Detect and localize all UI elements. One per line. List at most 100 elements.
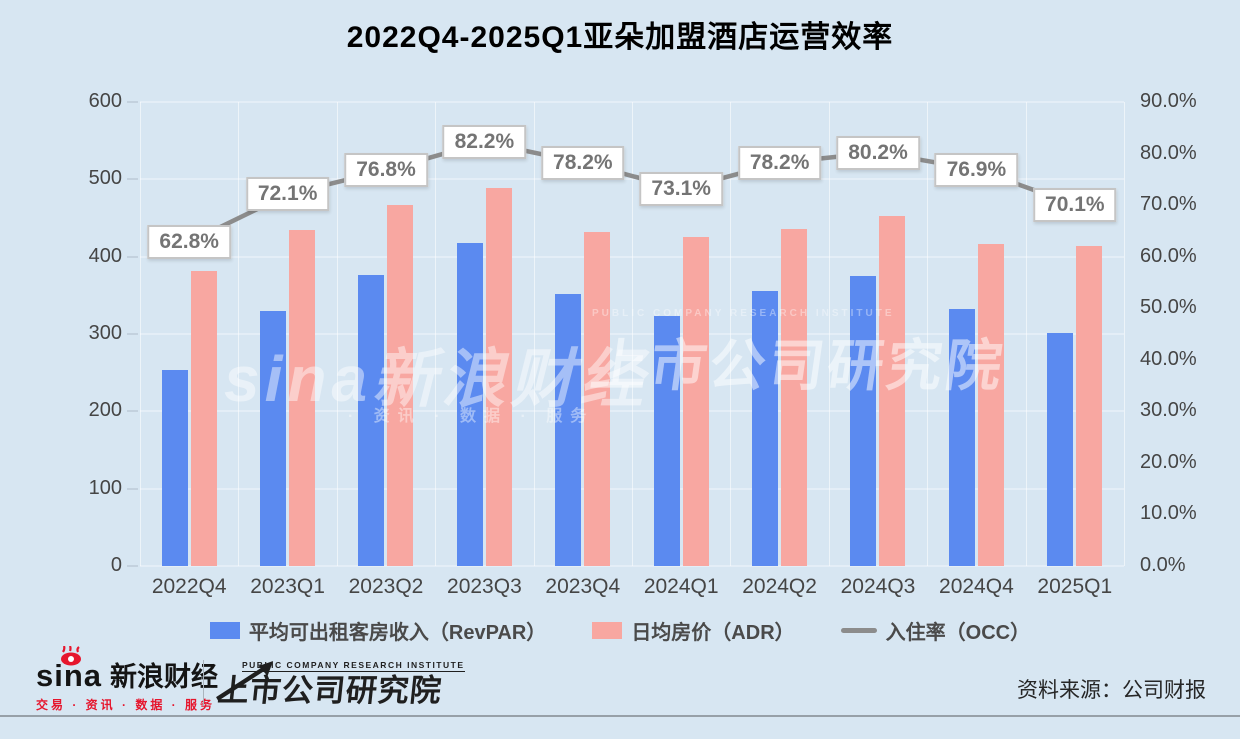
left-axis-tick xyxy=(127,333,138,335)
adr-bar xyxy=(289,229,316,566)
sina-finance-cn: 新浪财经 xyxy=(110,662,219,692)
bar-group xyxy=(238,102,336,566)
right-axis-tick-label: 50.0% xyxy=(1140,296,1197,319)
gridline-vertical xyxy=(435,102,437,566)
occ-point-label: 80.2% xyxy=(836,135,920,170)
gridline-vertical xyxy=(828,102,830,566)
revpar-bar xyxy=(948,309,975,566)
left-axis-tick xyxy=(127,178,138,181)
left-axis-tick-label: 100 xyxy=(88,476,122,499)
bar-group xyxy=(632,102,730,566)
sina-finance-logo: sina 新浪财经 交易 · 资讯 · 数据 · 服务 xyxy=(36,645,219,713)
left-axis-tick-label: 500 xyxy=(88,167,122,190)
x-axis-category-label: 2023Q4 xyxy=(545,575,621,598)
revpar-bar xyxy=(752,291,779,566)
sina-eye-icon xyxy=(58,645,84,671)
arrow-up-icon xyxy=(210,659,279,711)
institute-logo: PUBLIC COMPANY RESEARCH INSTITUTE 上市公司研究… xyxy=(216,655,466,709)
sina-tagline: 交易 · 资讯 · 数据 · 服务 xyxy=(36,698,215,712)
bar-group xyxy=(337,102,435,566)
x-axis-category-label: 2025Q1 xyxy=(1037,575,1113,598)
occ-point-label: 76.9% xyxy=(934,152,1019,187)
gridline-vertical xyxy=(238,102,240,566)
right-axis-tick-label: 20.0% xyxy=(1140,450,1197,473)
right-y-axis: 90.0% 80.0% 70.0% 60.0% 50.0% 40.0% 30.0% 20.0%… xyxy=(1140,90,1220,576)
right-axis-tick-label: 90.0% xyxy=(1140,90,1197,112)
left-axis-tick-label: 400 xyxy=(88,244,122,267)
right-axis-tick-label: 0.0% xyxy=(1140,554,1186,576)
footer: sina 新浪财经 交易 · 资讯 · 数据 · 服务 PUBLIC COMPA… xyxy=(0,645,1240,716)
gridline-vertical xyxy=(1025,102,1027,566)
bar-group xyxy=(435,102,533,566)
plot-area: sina新浪财经 · 资讯 · 数据 · 服务 PUBLIC COMPANY R… xyxy=(127,101,1125,567)
institute-name-en: PUBLIC COMPANY RESEARCH INSTITUTE xyxy=(242,660,465,672)
adr-swatch xyxy=(592,622,623,639)
occ-point-label: 76.8% xyxy=(344,153,428,188)
gridline-vertical xyxy=(533,102,535,566)
adr-bar xyxy=(1076,245,1103,566)
right-axis-tick-label: 80.0% xyxy=(1140,141,1197,164)
legend-label-revpar: 平均可出租客房收入（RevPAR） xyxy=(248,622,547,644)
x-axis-category-label: 2024Q2 xyxy=(742,575,817,598)
adr-bar xyxy=(781,228,808,566)
x-axis-category-label: 2024Q3 xyxy=(840,575,916,598)
x-axis-category-label: 2022Q4 xyxy=(151,575,227,598)
x-axis-category-label: 2024Q4 xyxy=(939,575,1014,598)
x-axis-category-label: 2023Q2 xyxy=(348,575,424,598)
left-axis-tick-label: 600 xyxy=(88,90,122,112)
occ-line xyxy=(186,139,1078,245)
occ-line-swatch xyxy=(840,628,877,633)
legend-item-adr: 日均房价（ADR） xyxy=(592,616,795,645)
occ-point-label: 70.1% xyxy=(1033,187,1117,222)
revpar-swatch xyxy=(209,622,240,639)
left-axis-tick xyxy=(127,255,138,258)
adr-bar xyxy=(682,236,709,566)
institute-name-cn: 上市公司研究院 xyxy=(216,661,466,709)
adr-bar xyxy=(190,271,217,566)
x-axis-category-label: 2023Q3 xyxy=(447,575,522,598)
revpar-bar xyxy=(653,316,680,566)
revpar-bar xyxy=(555,293,582,566)
adr-bar xyxy=(387,204,414,566)
gridline-vertical xyxy=(730,102,732,566)
adr-bar xyxy=(977,243,1004,566)
footer-rule xyxy=(0,715,1240,717)
right-axis-tick-label: 60.0% xyxy=(1140,244,1197,267)
gridline xyxy=(140,565,1124,567)
left-axis-tick xyxy=(127,487,138,490)
data-source-note: 资料来源：公司财报 xyxy=(1017,679,1206,702)
bar-group xyxy=(140,102,238,566)
gridline-vertical xyxy=(1124,102,1125,566)
right-axis-tick-label: 70.0% xyxy=(1140,193,1197,216)
adr-bar xyxy=(879,216,906,566)
revpar-bar xyxy=(456,242,483,566)
footer-divider xyxy=(203,660,204,706)
revpar-bar xyxy=(260,310,287,566)
right-axis-tick-label: 40.0% xyxy=(1140,347,1197,370)
occ-point-label: 82.2% xyxy=(442,125,527,160)
occ-point-label: 73.1% xyxy=(639,172,723,207)
left-y-axis: 600 500 400 300 200 100 0 xyxy=(56,90,122,576)
gridline-vertical xyxy=(927,102,929,566)
x-axis: 2022Q4 2023Q1 2023Q2 2023Q3 2023Q4 2024Q1 2024… xyxy=(140,575,1124,601)
right-axis-tick-label: 30.0% xyxy=(1140,399,1197,422)
revpar-bar xyxy=(358,275,385,566)
left-axis-tick xyxy=(127,101,138,103)
bar-group xyxy=(829,102,927,566)
bar-group xyxy=(534,102,632,566)
legend: 平均可出租客房收入（RevPAR） 日均房价（ADR） 入住率（OCC） xyxy=(0,616,1240,645)
legend-item-occ: 入住率（OCC） xyxy=(840,616,1030,645)
legend-item-revpar: 平均可出租客房收入（RevPAR） xyxy=(209,616,547,645)
bar-group xyxy=(730,102,828,566)
revpar-bar xyxy=(161,370,188,566)
left-axis-tick xyxy=(127,565,138,567)
occ-point-label: 72.1% xyxy=(245,177,330,212)
left-axis-tick-label: 300 xyxy=(88,322,122,344)
left-axis-tick-label: 200 xyxy=(88,399,122,422)
x-axis-category-label: 2023Q1 xyxy=(250,575,325,598)
adr-bar xyxy=(485,187,512,566)
gridline-vertical xyxy=(140,102,141,566)
adr-bar xyxy=(584,231,611,566)
bar-group xyxy=(1026,102,1124,566)
